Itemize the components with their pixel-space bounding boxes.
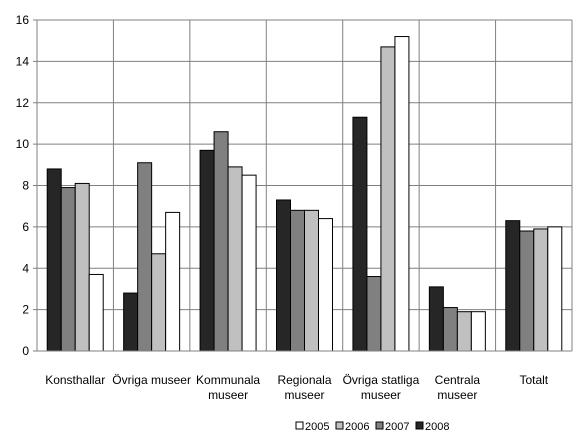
bar-2005-1 xyxy=(165,211,181,352)
y-tick-label: 4 xyxy=(22,261,29,275)
legend-label-2005: 2005 xyxy=(305,421,329,433)
bar-2006-6 xyxy=(533,228,549,352)
grid xyxy=(37,19,573,351)
bar-2007-4 xyxy=(366,276,382,352)
y-tick-label: 16 xyxy=(16,13,30,27)
bar-2007-1 xyxy=(137,162,153,352)
category-label: Totalt xyxy=(519,373,548,387)
legend: 2005 2006 2007 2008 xyxy=(295,421,449,433)
category-label: Övriga museer xyxy=(112,373,191,387)
bar-2007-0 xyxy=(60,187,76,352)
y-tick-label: 8 xyxy=(22,179,29,193)
y-tick-label: 12 xyxy=(16,96,30,110)
category-label: Konsthallar xyxy=(45,373,105,387)
bar-2005-4 xyxy=(394,36,410,352)
bar-2008-2 xyxy=(199,149,215,352)
legend-swatch-2005 xyxy=(295,421,304,430)
category-label: Centrala museer xyxy=(435,373,481,402)
bar-2005-6 xyxy=(547,226,563,352)
bar-2006-5 xyxy=(456,311,472,352)
legend-swatch-2006 xyxy=(335,421,344,430)
category-labels: Konsthallar Övriga museer Kommunala museer R… xyxy=(45,373,549,402)
y-tick-label: 14 xyxy=(16,54,30,68)
bar-2008-5 xyxy=(428,286,444,352)
bar-2006-2 xyxy=(227,166,243,352)
bar-2005-0 xyxy=(88,273,104,352)
bar-2006-4 xyxy=(380,46,396,352)
y-tick-label: 10 xyxy=(16,137,30,151)
bar-2008-0 xyxy=(46,168,62,352)
y-tick-label: 0 xyxy=(22,344,29,358)
bar-2008-4 xyxy=(352,116,368,352)
category-label: Kommunala museer xyxy=(196,373,260,402)
legend-label-2006: 2006 xyxy=(345,421,369,433)
y-tick-label: 2 xyxy=(22,303,29,317)
bar-2005-2 xyxy=(241,174,257,352)
y-tick-labels: 0 2 4 6 8 10 12 14 16 xyxy=(16,13,30,358)
y-tick-label: 6 xyxy=(22,220,29,234)
bar-2008-6 xyxy=(505,220,521,352)
bar-2007-6 xyxy=(519,230,535,352)
bars xyxy=(46,36,563,352)
bar-2008-3 xyxy=(276,199,291,352)
bar-2006-0 xyxy=(74,182,90,352)
bar-2005-3 xyxy=(318,218,333,352)
bar-2008-1 xyxy=(123,292,139,352)
bar-2007-2 xyxy=(213,131,229,352)
category-label: Övriga statliga museer xyxy=(343,373,420,402)
bar-2006-3 xyxy=(304,209,319,352)
bar-2007-3 xyxy=(290,209,305,352)
bar-2006-1 xyxy=(151,253,167,352)
legend-label-2007: 2007 xyxy=(385,421,409,433)
bar-2005-5 xyxy=(470,311,486,352)
legend-swatch-2008 xyxy=(415,421,424,430)
legend-label-2008: 2008 xyxy=(425,421,449,433)
axes xyxy=(33,19,572,352)
bar-2007-5 xyxy=(442,307,458,352)
legend-swatch-2007 xyxy=(375,421,384,430)
category-label: Regionala museer xyxy=(277,373,331,402)
